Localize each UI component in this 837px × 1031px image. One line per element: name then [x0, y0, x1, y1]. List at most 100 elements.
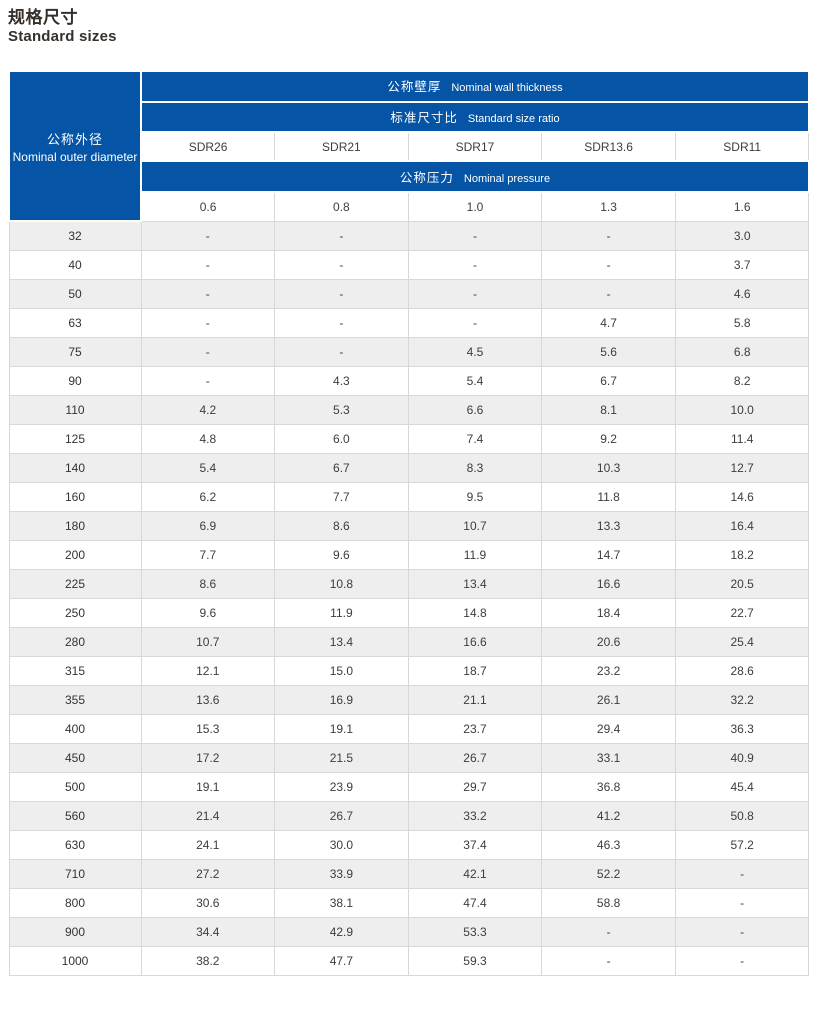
table-row: 32- - - -3.0: [8, 220, 810, 251]
value-cell: 11.8: [541, 481, 676, 512]
value-cell: 33.2: [407, 800, 543, 831]
diameter-cell: 710: [8, 858, 142, 889]
table-row: 315 12.1 15.0 18.7 23.2 28.6: [8, 655, 810, 686]
value-cell: 37.4: [407, 829, 543, 860]
value-cell: 8.6: [140, 568, 276, 599]
table-row: 160 6.2 7.7 9.5 11.8 14.6: [8, 481, 810, 512]
pressure-value-header: 0.6: [140, 191, 276, 222]
value-cell: -: [140, 220, 276, 251]
value-cell: 9.6: [140, 597, 276, 628]
value-cell: -: [407, 249, 543, 280]
table-row: 500 19.1 23.9 29.7 36.8 45.4: [8, 771, 810, 802]
value-cell: 14.6: [674, 481, 810, 512]
value-cell: -: [541, 945, 676, 976]
value-cell: 6.6: [407, 394, 543, 425]
page-title: 规格尺寸 Standard sizes: [8, 8, 837, 46]
diameter-cell: 250: [8, 597, 142, 628]
value-cell: 58.8: [541, 887, 676, 918]
value-cell: -: [140, 365, 276, 396]
value-cell: -: [274, 336, 409, 367]
pressure-value-header: 1.0: [407, 191, 543, 222]
diameter-cell: 900: [8, 916, 142, 947]
value-cell: -: [140, 336, 276, 367]
value-cell: 13.4: [274, 626, 409, 657]
value-cell: 11.4: [674, 423, 810, 454]
value-cell: 5.6: [541, 336, 676, 367]
header-row-sdr: SDR26 SDR21 SDR17 SDR13.6 SDR11: [9, 131, 810, 162]
value-cell: 36.3: [674, 713, 810, 744]
sdr-column-header: SDR21: [274, 131, 409, 162]
value-cell: 25.4: [674, 626, 810, 657]
table-row: 1000 38.2 47.7 59.3- -: [8, 945, 810, 976]
diameter-cell: 125: [8, 423, 142, 454]
value-cell: 59.3: [407, 945, 543, 976]
value-cell: 9.6: [274, 539, 409, 570]
table-row: 40- - - -3.7: [8, 249, 810, 280]
diameter-cell: 75: [8, 336, 142, 367]
value-cell: 5.4: [407, 365, 543, 396]
diameter-cell: 280: [8, 626, 142, 657]
value-cell: 38.1: [274, 887, 409, 918]
corner-label-en: Nominal outer diameter: [12, 149, 138, 164]
diameter-cell: 40: [8, 249, 142, 280]
value-cell: -: [407, 307, 543, 338]
value-cell: 45.4: [674, 771, 810, 802]
value-cell: 57.2: [674, 829, 810, 860]
table-row: 63- - -4.7 5.8: [8, 307, 810, 338]
table-row: 180 6.9 8.6 10.7 13.3 16.4: [8, 510, 810, 541]
value-cell: 7.7: [274, 481, 409, 512]
band-size-ratio-zh: 标准尺寸比: [390, 110, 458, 125]
page-title-en: Standard sizes: [8, 27, 117, 45]
value-cell: -: [274, 278, 409, 309]
header-row-wall-thickness: 公称外径 Nominal outer diameter 公称壁厚 Nominal …: [8, 70, 810, 223]
table-row: 800 30.6 38.1 47.4 58.8-: [8, 887, 810, 918]
table-row: 400 15.3 19.1 23.7 29.4 36.3: [8, 713, 810, 744]
sdr-column-header: SDR26: [140, 131, 276, 162]
value-cell: 10.3: [541, 452, 676, 483]
table-row: 900 34.4 42.9 53.3- -: [8, 916, 810, 947]
sdr-column-header: SDR17: [407, 131, 543, 162]
value-cell: 4.8: [140, 423, 276, 454]
value-cell: 6.0: [274, 423, 409, 454]
diameter-cell: 32: [8, 220, 142, 251]
value-cell: 4.5: [407, 336, 543, 367]
value-cell: 12.1: [140, 655, 276, 686]
table-row: 90-4.3 5.4 6.7 8.2: [8, 365, 810, 396]
value-cell: -: [140, 249, 276, 280]
value-cell: 6.9: [140, 510, 276, 541]
header-row-size-ratio: 标准尺寸比 Standard size ratio: [9, 100, 810, 134]
value-cell: 10.7: [140, 626, 276, 657]
table-row: 280 10.7 13.4 16.6 20.6 25.4: [8, 626, 810, 657]
diameter-cell: 450: [8, 742, 142, 773]
value-cell: -: [407, 220, 543, 251]
value-cell: 18.7: [407, 655, 543, 686]
diameter-cell: 1000: [8, 945, 142, 976]
value-cell: 26.7: [274, 800, 409, 831]
table-row: 560 21.4 26.7 33.2 41.2 50.8: [8, 800, 810, 831]
value-cell: 8.2: [674, 365, 810, 396]
diameter-cell: 90: [8, 365, 142, 396]
value-cell: 4.7: [541, 307, 676, 338]
table-row: 710 27.2 33.9 42.1 52.2-: [8, 858, 810, 889]
value-cell: -: [541, 249, 676, 280]
value-cell: 5.4: [140, 452, 276, 483]
value-cell: 3.7: [674, 249, 810, 280]
value-cell: 20.5: [674, 568, 810, 599]
value-cell: -: [407, 278, 543, 309]
value-cell: 33.9: [274, 858, 409, 889]
value-cell: -: [674, 887, 810, 918]
band-size-ratio-en: Standard size ratio: [467, 112, 560, 125]
value-cell: 5.3: [274, 394, 409, 425]
value-cell: 29.7: [407, 771, 543, 802]
value-cell: 4.2: [140, 394, 276, 425]
value-cell: 16.9: [274, 684, 409, 715]
diameter-cell: 800: [8, 887, 142, 918]
table-row: 200 7.7 9.6 11.9 14.7 18.2: [8, 539, 810, 570]
value-cell: 34.4: [140, 916, 276, 947]
value-cell: -: [674, 945, 810, 976]
table-row: 110 4.2 5.3 6.6 8.1 10.0: [8, 394, 810, 425]
value-cell: 19.1: [140, 771, 276, 802]
value-cell: -: [541, 916, 676, 947]
value-cell: 36.8: [541, 771, 676, 802]
value-cell: 6.2: [140, 481, 276, 512]
